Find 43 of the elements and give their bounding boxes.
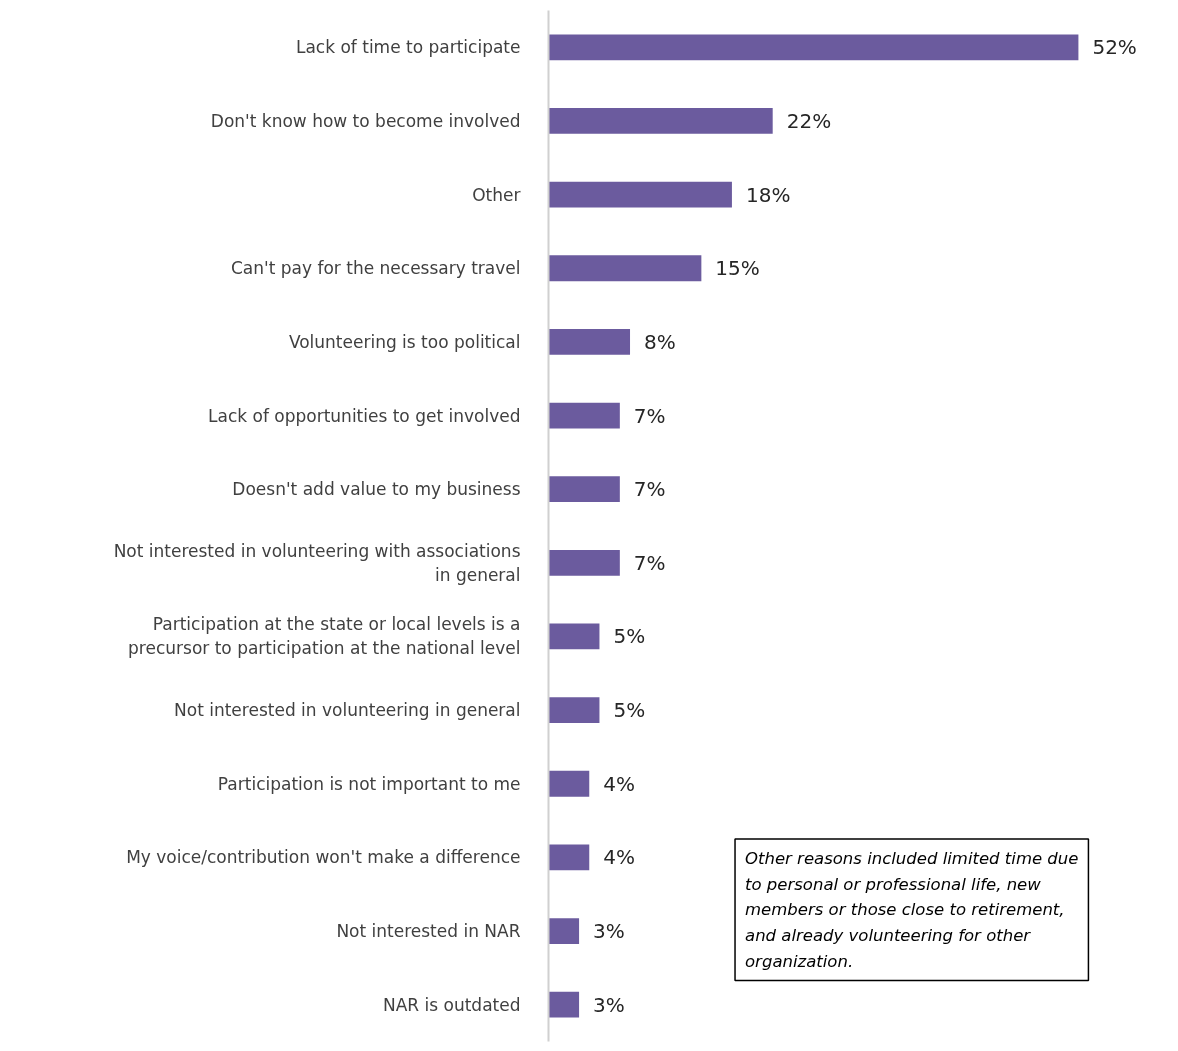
data-label: 15% <box>715 256 760 281</box>
bar <box>548 991 580 1018</box>
y-tick-label: Doesn't add value to my business <box>232 479 521 500</box>
data-label: 4% <box>603 771 635 796</box>
bar <box>548 549 620 576</box>
y-tick-label: Not interested in volunteering in general <box>174 700 521 721</box>
y-tick-label: NAR is outdated <box>382 994 521 1015</box>
annotation: Other reasons included limited time due to personal or professional life, new members or those close to retirement, and already volunteering for other organization. <box>745 848 1079 971</box>
bar <box>548 108 773 134</box>
y-tick-label: Lack of opportunities to get involved <box>208 405 521 426</box>
data-label: 5% <box>613 698 646 723</box>
y-tick-label: Don't know how to become involved <box>210 110 521 131</box>
y-tick-label: Participation is not important to me <box>217 773 521 794</box>
data-label: 8% <box>644 329 676 354</box>
data-label: 18% <box>745 182 791 207</box>
bar <box>548 918 580 944</box>
bar <box>548 181 732 208</box>
data-label: 4% <box>603 845 635 870</box>
bar <box>548 402 620 429</box>
y-tick-label: Lack of time to participate <box>295 37 521 58</box>
data-label: 7% <box>633 550 666 575</box>
y-tick-label: Participation at the state or local levels is a precursor to participation at the national level <box>128 614 521 659</box>
y-tick-label: Not interested in NAR <box>336 921 521 942</box>
y-tick-label: Other <box>472 184 521 205</box>
data-label: 3% <box>593 992 625 1017</box>
data-label: 3% <box>593 919 625 944</box>
y-tick-label: Can't pay for the necessary travel <box>231 258 521 279</box>
data-label: 52% <box>1092 35 1137 60</box>
bar <box>548 255 702 282</box>
bar <box>548 476 620 503</box>
bar <box>548 844 590 871</box>
bar <box>548 34 1079 61</box>
data-label: 22% <box>786 108 832 133</box>
bar <box>548 770 590 797</box>
y-tick-label: Volunteering is too political <box>288 331 521 352</box>
data-label: 5% <box>613 624 646 649</box>
data-label: 7% <box>633 477 666 502</box>
data-label: 7% <box>633 403 666 428</box>
y-tick-label: My voice/contribution won't make a difference <box>126 847 521 868</box>
y-tick-label: Not interested in volunteering with associations in general <box>113 540 521 585</box>
bar <box>548 329 631 355</box>
bar <box>548 623 600 650</box>
bar <box>548 697 600 723</box>
